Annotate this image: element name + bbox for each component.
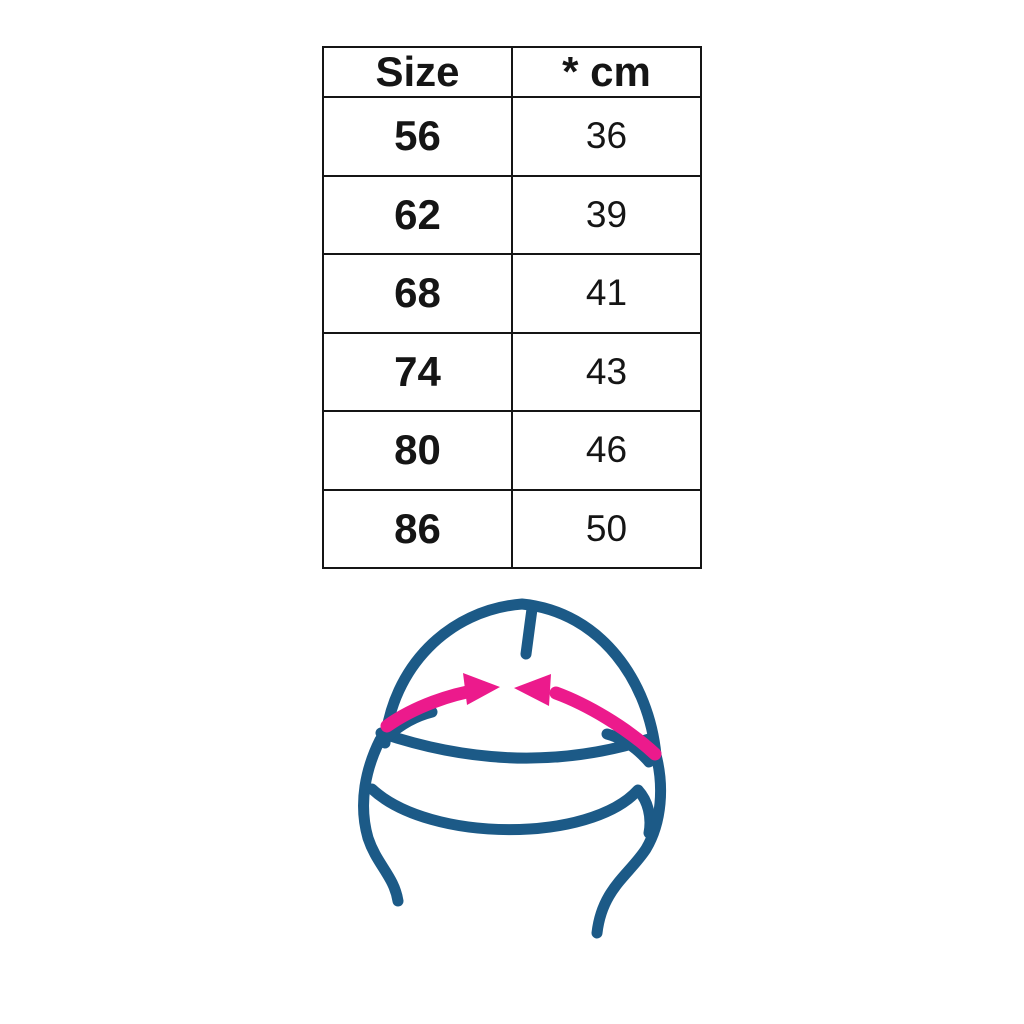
cm-cell: 41	[511, 253, 702, 334]
hat-left-fold-line	[382, 706, 438, 742]
cm-cell: 50	[511, 488, 702, 569]
measure-arrow-left-head-icon	[463, 673, 500, 705]
cm-cell: 43	[511, 331, 702, 412]
measure-arrow-right-shaft	[549, 686, 662, 761]
table-row: 68 41	[322, 253, 702, 334]
cm-cell: 46	[511, 410, 702, 491]
hat-illustration	[358, 598, 667, 939]
table-header-row: Size * cm	[322, 46, 702, 98]
hat-top-seam-line	[520, 603, 538, 660]
table-row: 86 50	[322, 488, 702, 569]
size-cell: 86	[322, 488, 513, 569]
size-cell: 56	[322, 96, 513, 177]
cm-column-header: * cm	[511, 46, 702, 98]
measure-arrow-right-head-icon	[514, 674, 551, 706]
table-row: 62 39	[322, 174, 702, 255]
hat-right-tie-string	[591, 749, 667, 939]
cm-cell: 36	[511, 96, 702, 177]
hat-brim-bottom-edge	[366, 783, 656, 839]
hat-brim-top-edge	[375, 727, 655, 764]
table-row: 56 36	[322, 96, 702, 177]
hat-left-tie-string	[358, 734, 404, 907]
cm-cell: 39	[511, 174, 702, 255]
size-column-header: Size	[322, 46, 513, 98]
table-row: 80 46	[322, 410, 702, 491]
hat-right-fold-line	[601, 728, 655, 768]
table-row: 74 43	[322, 331, 702, 412]
size-cell: 62	[322, 174, 513, 255]
size-table: Size * cm 56 36 62 39 68 41 74 43 80	[322, 46, 702, 569]
size-cell: 80	[322, 410, 513, 491]
size-cell: 74	[322, 331, 513, 412]
size-cell: 68	[322, 253, 513, 334]
hat-crown-outline	[379, 598, 662, 761]
